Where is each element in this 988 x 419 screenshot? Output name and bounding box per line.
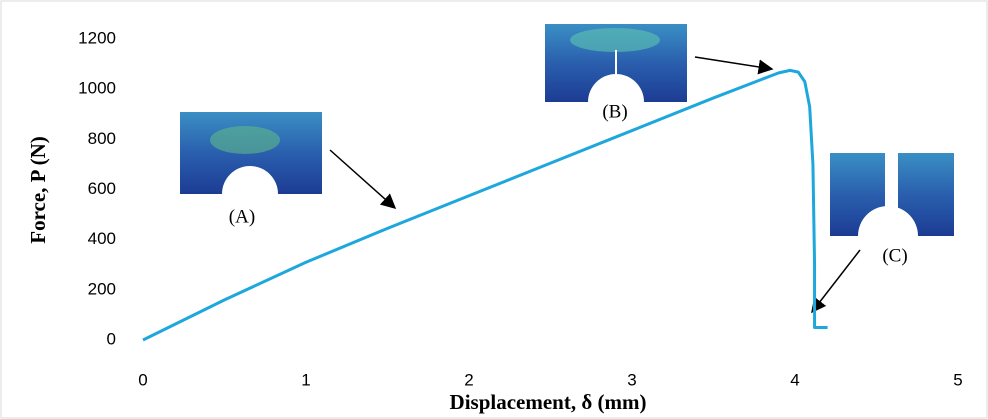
- y-axis-title: Force, P (N): [26, 136, 50, 243]
- y-tick-label: 200: [88, 279, 116, 298]
- inset-a: [180, 112, 322, 194]
- chart: (A) (B) (C) Displacement, δ (mm) Force, …: [0, 0, 988, 419]
- page: (A) (B) (C) Displacement, δ (mm) Force, …: [0, 0, 988, 419]
- y-tick-label: 600: [88, 179, 116, 198]
- annotation: (B): [602, 101, 627, 122]
- y-tick-label: 800: [88, 129, 116, 148]
- arrow: [812, 250, 860, 312]
- x-tick-label: 5: [953, 370, 962, 389]
- data-line: [143, 70, 828, 340]
- annotation: (C): [882, 245, 907, 266]
- arrow: [695, 57, 772, 69]
- y-tick-label: 0: [107, 329, 116, 348]
- y-tick-label: 1000: [78, 79, 116, 98]
- x-tick-label: 3: [627, 370, 636, 389]
- x-tick-label: 0: [138, 370, 147, 389]
- x-axis-title: Displacement, δ (mm): [450, 390, 647, 414]
- y-tick-label: 1200: [78, 28, 116, 47]
- x-tick-label: 4: [790, 370, 799, 389]
- x-tick-label: 2: [464, 370, 473, 389]
- x-tick-label: 1: [301, 370, 310, 389]
- inset-c: [830, 153, 954, 236]
- inset-b: [545, 24, 687, 102]
- y-tick-label: 400: [88, 229, 116, 248]
- arrow: [330, 150, 395, 208]
- annotation: (A): [229, 206, 255, 227]
